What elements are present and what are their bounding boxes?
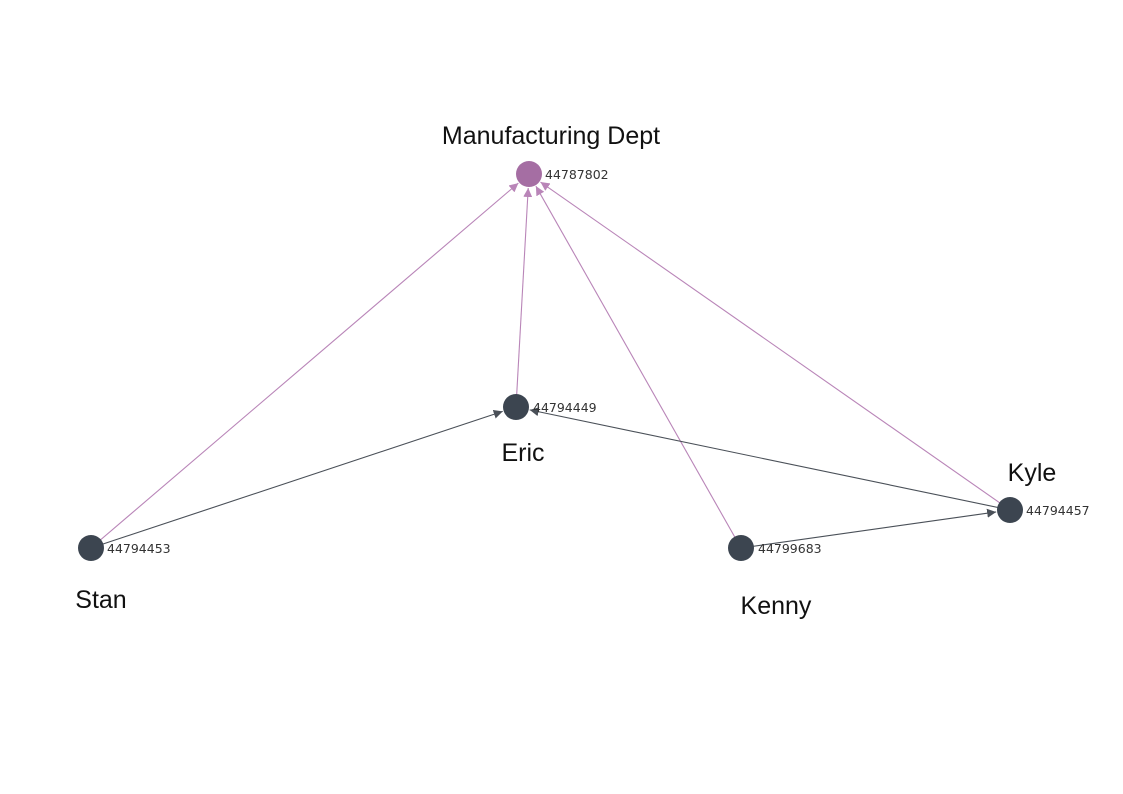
node-circle-kyle[interactable] (997, 497, 1023, 523)
node-circle-kenny[interactable] (728, 535, 754, 561)
nodes-layer: 44787802 Manufacturing Dept 44794449 Eri… (75, 122, 1089, 620)
node-label-stan: Stan (75, 586, 126, 614)
node-kyle[interactable]: 44794457 Kyle (997, 459, 1090, 523)
node-label-manufacturing-dept: Manufacturing Dept (442, 122, 660, 150)
edge-stan-to-dept (90, 182, 519, 549)
edge-eric-to-dept (515, 187, 533, 408)
node-id-eric: 44794449 (533, 400, 597, 415)
node-circle-eric[interactable] (503, 394, 529, 420)
node-eric[interactable]: 44794449 Eric (501, 394, 597, 467)
node-circle-stan[interactable] (78, 535, 104, 561)
node-id-manufacturing-dept: 44787802 (545, 167, 609, 182)
node-kenny[interactable]: 44799683 Kenny (728, 535, 822, 620)
edge-kenny-to-kyle (740, 508, 997, 549)
edge-kenny-to-dept (535, 185, 742, 549)
edge-stan-to-eric (90, 409, 503, 549)
node-manufacturing-dept[interactable]: 44787802 Manufacturing Dept (442, 122, 660, 187)
node-id-kyle: 44794457 (1026, 503, 1090, 518)
node-stan[interactable]: 44794453 Stan (75, 535, 171, 614)
node-id-kenny: 44799683 (758, 541, 822, 556)
node-id-stan: 44794453 (107, 541, 171, 556)
edges-layer (90, 181, 1011, 549)
node-label-kenny: Kenny (741, 592, 812, 620)
node-circle-manufacturing-dept[interactable] (516, 161, 542, 187)
node-label-eric: Eric (501, 439, 544, 467)
edge-kyle-to-dept (540, 181, 1011, 511)
edge-kyle-to-eric (529, 407, 1011, 511)
node-label-kyle: Kyle (1008, 459, 1057, 487)
